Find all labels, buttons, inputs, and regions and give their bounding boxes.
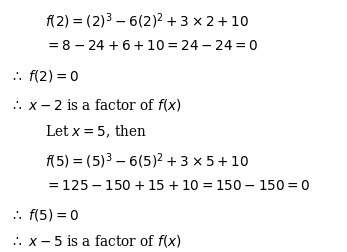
Text: Let $x = 5$, then: Let $x = 5$, then <box>45 123 147 140</box>
Text: $f(5) = (5)^3 - 6(5)^2 + 3 \times 5 + 10$: $f(5) = (5)^3 - 6(5)^2 + 3 \times 5 + 10… <box>45 151 249 171</box>
Text: $\therefore\ x - 2$ is a factor of $f(x)$: $\therefore\ x - 2$ is a factor of $f(x)… <box>10 97 182 113</box>
Text: $= 125 - 150 + 15 + 10 = 150 - 150 = 0$: $= 125 - 150 + 15 + 10 = 150 - 150 = 0$ <box>45 179 311 193</box>
Text: $= 8 - 24 + 6 + 10 = 24 - 24 = 0$: $= 8 - 24 + 6 + 10 = 24 - 24 = 0$ <box>45 39 259 53</box>
Text: $f(2) = (2)^3 - 6(2)^2 + 3 \times 2 + 10$: $f(2) = (2)^3 - 6(2)^2 + 3 \times 2 + 10… <box>45 11 249 31</box>
Text: $\therefore\ f(2) = 0$: $\therefore\ f(2) = 0$ <box>10 68 79 84</box>
Text: $\therefore\ x - 5$ is a factor of $f(x)$: $\therefore\ x - 5$ is a factor of $f(x)… <box>10 233 182 249</box>
Text: $\therefore\ f(5) = 0$: $\therefore\ f(5) = 0$ <box>10 207 79 223</box>
